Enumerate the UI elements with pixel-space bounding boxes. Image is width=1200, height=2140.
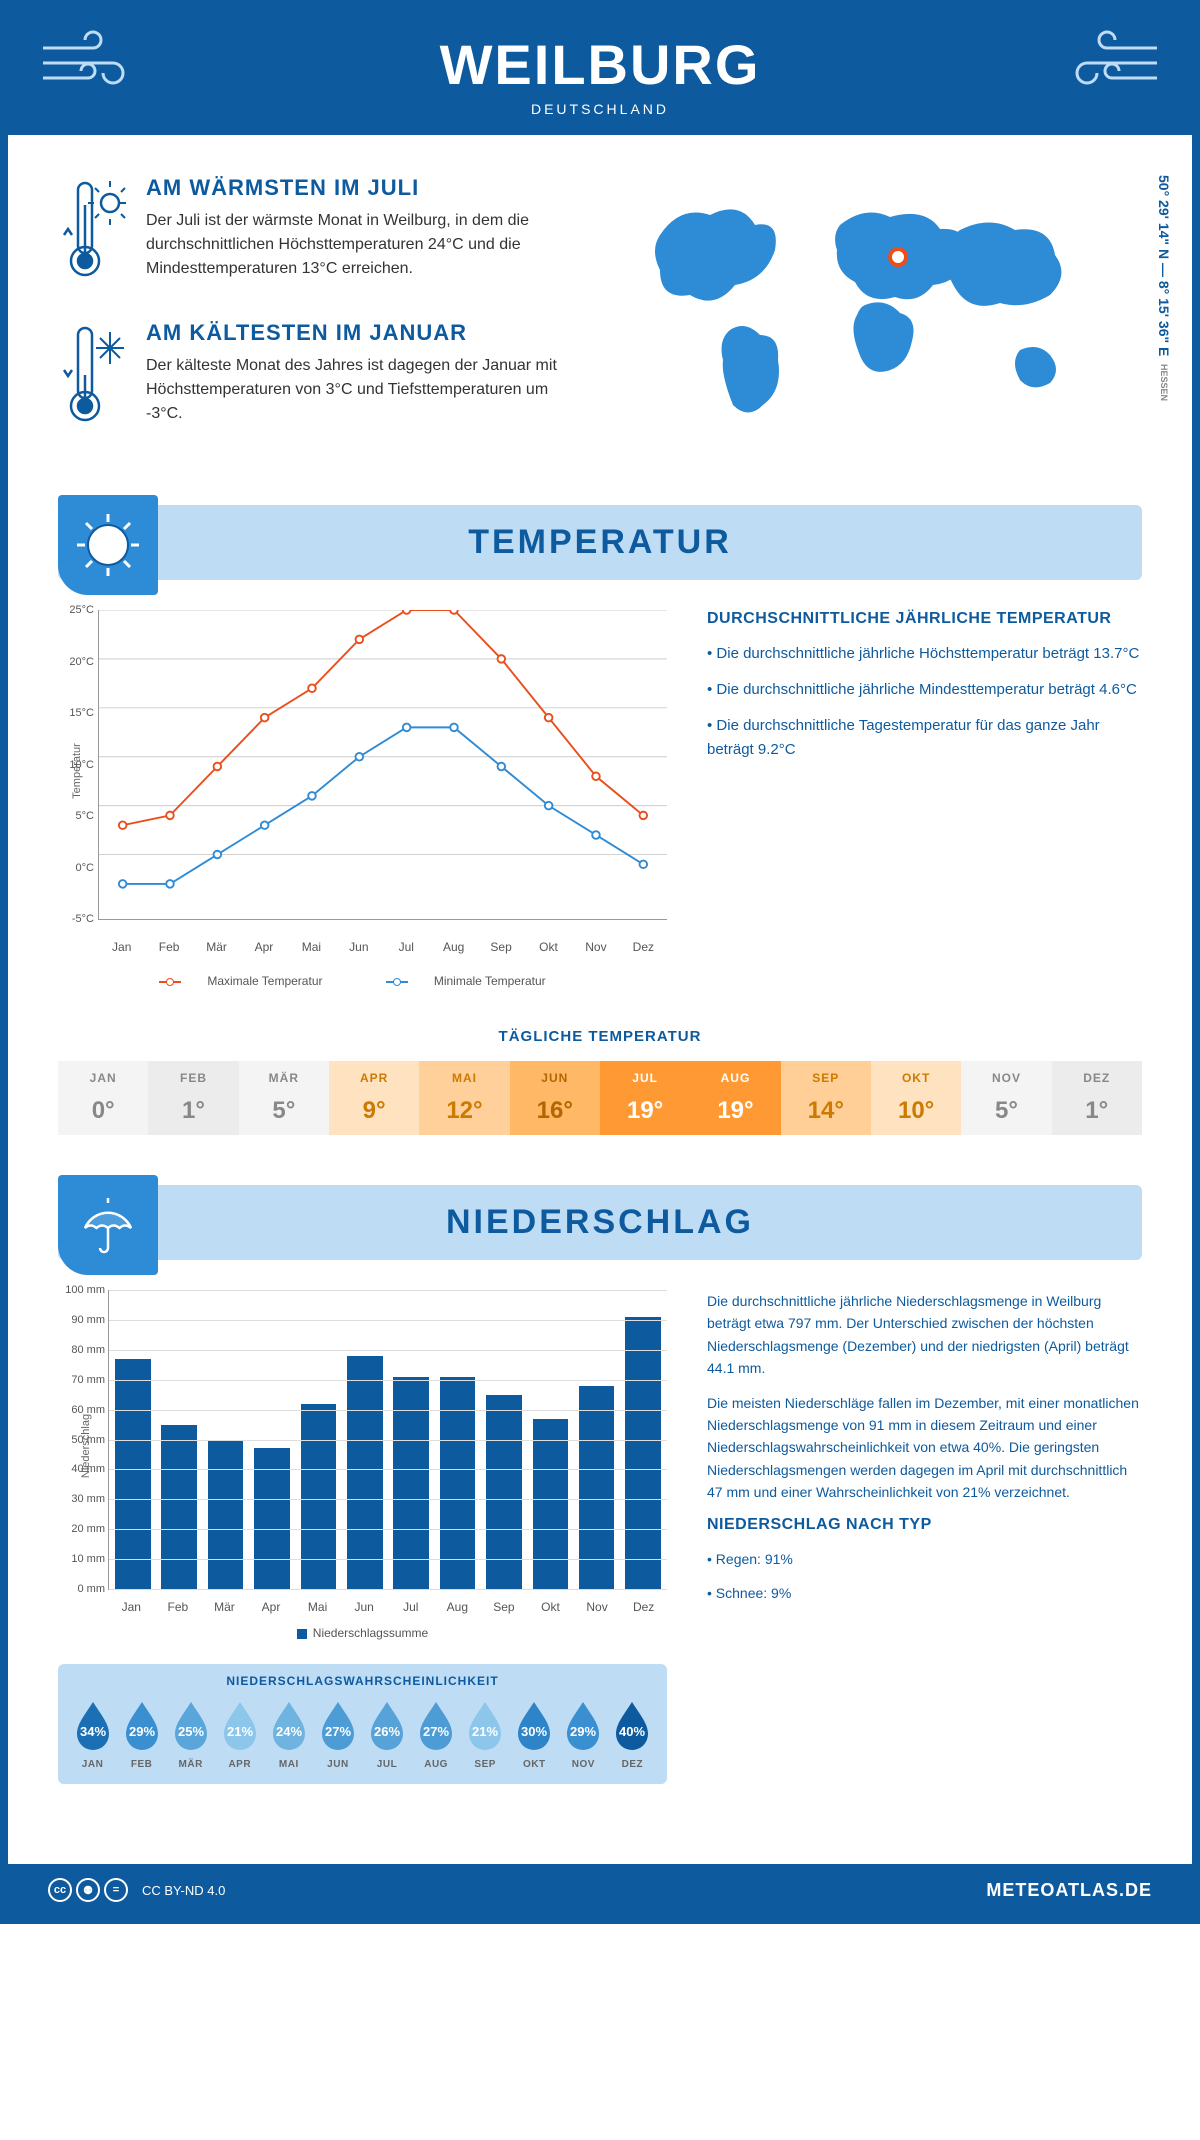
- world-map: [620, 175, 1120, 435]
- bar: [625, 1317, 660, 1589]
- warmest-fact: AM WÄRMSTEN IM JULI Der Juli ist der wär…: [58, 175, 580, 290]
- temperature-line-chart: Temperatur -5°C0°C5°C10°C15°C20°C25°C: [98, 610, 667, 920]
- precip-drop: 25%MÄR: [168, 1698, 213, 1770]
- svg-text:25%: 25%: [178, 1724, 204, 1739]
- thermometer-sun-icon: [58, 175, 128, 285]
- temp-text-heading: DURCHSCHNITTLICHE JÄHRLICHE TEMPERATUR: [707, 610, 1142, 628]
- coldest-fact: AM KÄLTESTEN IM JANUAR Der kälteste Mona…: [58, 320, 580, 435]
- daily-cell: MAI12°: [419, 1061, 509, 1135]
- warmest-text: Der Juli ist der wärmste Monat in Weilbu…: [146, 209, 580, 281]
- precip-section-header: NIEDERSCHLAG: [58, 1185, 1142, 1260]
- bar: [301, 1404, 336, 1589]
- svg-text:34%: 34%: [80, 1724, 106, 1739]
- bar: [208, 1440, 243, 1590]
- daily-cell: NOV5°: [961, 1061, 1051, 1135]
- precip-drop: 24%MAI: [266, 1698, 311, 1770]
- temp-text-p2: • Die durchschnittliche jährliche Mindes…: [707, 678, 1142, 702]
- country-subtitle: DEUTSCHLAND: [8, 101, 1192, 117]
- thermometer-snow-icon: [58, 320, 128, 430]
- svg-text:21%: 21%: [227, 1724, 253, 1739]
- coordinates: 50° 29' 14" N — 8° 15' 36" E HESSEN: [1156, 175, 1172, 401]
- daily-cell: MÄR5°: [239, 1061, 329, 1135]
- svg-text:40%: 40%: [619, 1724, 645, 1739]
- temp-text-p1: • Die durchschnittliche jährliche Höchst…: [707, 642, 1142, 666]
- precip-text-p1: Die durchschnittliche jährliche Niedersc…: [707, 1290, 1142, 1380]
- temp-text-p3: • Die durchschnittliche Tagestemperatur …: [707, 714, 1142, 762]
- footer: cc ⚉ = CC BY-ND 4.0 METEOATLAS.DE: [8, 1864, 1192, 1916]
- precip-type-heading: NIEDERSCHLAG NACH TYP: [707, 1516, 1142, 1534]
- precip-bar-chart: Niederschlag 0 mm10 mm20 mm30 mm40 mm50 …: [108, 1290, 667, 1590]
- cc-icons: cc ⚉ =: [48, 1878, 128, 1902]
- precip-drop: 21%APR: [217, 1698, 262, 1770]
- temperature-section-header: TEMPERATUR: [58, 505, 1142, 580]
- precip-legend: Niederschlagssumme: [58, 1626, 667, 1640]
- daily-cell: AUG19°: [690, 1061, 780, 1135]
- precip-drop: 27%AUG: [414, 1698, 459, 1770]
- bar: [347, 1356, 382, 1589]
- precip-rain: • Regen: 91%: [707, 1548, 1142, 1570]
- site-name: METEOATLAS.DE: [986, 1880, 1152, 1901]
- precip-drop: 27%JUN: [315, 1698, 360, 1770]
- daily-cell: SEP14°: [781, 1061, 871, 1135]
- daily-cell: JAN0°: [58, 1061, 148, 1135]
- bar: [440, 1377, 475, 1589]
- header: WEILBURG DEUTSCHLAND: [8, 8, 1192, 135]
- svg-text:26%: 26%: [374, 1724, 400, 1739]
- cc-icon: cc: [48, 1878, 72, 1902]
- daily-cell: APR9°: [329, 1061, 419, 1135]
- precip-drop: 34%JAN: [70, 1698, 115, 1770]
- daily-temp-grid: JAN0°FEB1°MÄR5°APR9°MAI12°JUN16°JUL19°AU…: [58, 1061, 1142, 1135]
- svg-text:27%: 27%: [325, 1724, 351, 1739]
- bar: [533, 1419, 568, 1589]
- temp-legend: Maximale Temperatur Minimale Temperatur: [58, 974, 667, 988]
- precip-probability-box: NIEDERSCHLAGSWAHRSCHEINLICHKEIT 34%JAN29…: [58, 1664, 667, 1784]
- location-marker: [888, 247, 908, 267]
- svg-text:24%: 24%: [276, 1724, 302, 1739]
- sun-icon: [73, 510, 143, 580]
- daily-cell: DEZ1°: [1052, 1061, 1142, 1135]
- precip-snow: • Schnee: 9%: [707, 1582, 1142, 1604]
- license-text: CC BY-ND 4.0: [142, 1883, 225, 1898]
- daily-cell: OKT10°: [871, 1061, 961, 1135]
- daily-cell: FEB1°: [148, 1061, 238, 1135]
- precip-drop: 21%SEP: [463, 1698, 508, 1770]
- coldest-title: AM KÄLTESTEN IM JANUAR: [146, 320, 580, 346]
- precip-drop: 26%JUL: [364, 1698, 409, 1770]
- svg-text:27%: 27%: [423, 1724, 449, 1739]
- svg-text:29%: 29%: [570, 1724, 596, 1739]
- svg-text:21%: 21%: [472, 1724, 498, 1739]
- bar: [115, 1359, 150, 1589]
- nd-icon: =: [104, 1878, 128, 1902]
- precip-drop: 29%FEB: [119, 1698, 164, 1770]
- bar: [393, 1377, 428, 1589]
- daily-temp-title: TÄGLICHE TEMPERATUR: [58, 1028, 1142, 1045]
- precip-drop: 40%DEZ: [610, 1698, 655, 1770]
- city-title: WEILBURG: [8, 32, 1192, 97]
- precip-drop: 29%NOV: [561, 1698, 606, 1770]
- svg-text:30%: 30%: [521, 1724, 547, 1739]
- by-icon: ⚉: [76, 1878, 100, 1902]
- daily-cell: JUN16°: [510, 1061, 600, 1135]
- wind-icon: [38, 28, 158, 98]
- umbrella-icon: [73, 1190, 143, 1260]
- coldest-text: Der kälteste Monat des Jahres ist dagege…: [146, 354, 580, 426]
- bar: [161, 1425, 196, 1589]
- warmest-title: AM WÄRMSTEN IM JULI: [146, 175, 580, 201]
- precip-drop: 30%OKT: [512, 1698, 557, 1770]
- daily-cell: JUL19°: [600, 1061, 690, 1135]
- precip-text-p2: Die meisten Niederschläge fallen im Deze…: [707, 1392, 1142, 1504]
- svg-text:29%: 29%: [129, 1724, 155, 1739]
- wind-icon: [1042, 28, 1162, 98]
